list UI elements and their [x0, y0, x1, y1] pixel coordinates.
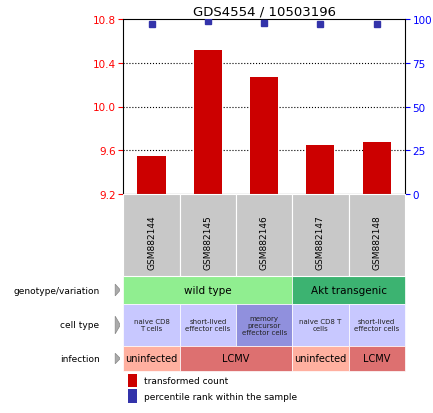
Text: short-lived
effector cells: short-lived effector cells: [354, 319, 399, 332]
Text: uninfected: uninfected: [126, 354, 178, 363]
Text: LCMV: LCMV: [222, 354, 250, 363]
Polygon shape: [115, 316, 120, 334]
Text: GSM882145: GSM882145: [204, 215, 212, 270]
Bar: [250, 78, 278, 195]
Bar: [307, 145, 334, 195]
Text: GSM882146: GSM882146: [260, 215, 268, 270]
Text: cell type: cell type: [61, 321, 100, 330]
Text: memory
precursor
effector cells: memory precursor effector cells: [242, 315, 287, 335]
Text: GSM882147: GSM882147: [316, 215, 325, 270]
Text: percentile rank within the sample: percentile rank within the sample: [144, 392, 297, 401]
Text: naive CD8
T cells: naive CD8 T cells: [134, 319, 169, 332]
Polygon shape: [115, 285, 120, 296]
Title: GDS4554 / 10503196: GDS4554 / 10503196: [193, 6, 336, 19]
Text: short-lived
effector cells: short-lived effector cells: [185, 319, 230, 332]
Text: naive CD8 T
cells: naive CD8 T cells: [299, 319, 342, 332]
Bar: [363, 142, 391, 195]
Text: wild type: wild type: [184, 285, 232, 295]
Polygon shape: [115, 354, 120, 364]
Text: infection: infection: [60, 354, 100, 363]
Text: GSM882144: GSM882144: [147, 215, 156, 270]
Text: GSM882148: GSM882148: [372, 215, 381, 270]
Text: transformed count: transformed count: [144, 376, 228, 385]
Bar: [137, 157, 165, 195]
Text: uninfected: uninfected: [294, 354, 346, 363]
Text: genotype/variation: genotype/variation: [13, 286, 100, 295]
Text: LCMV: LCMV: [363, 354, 391, 363]
Text: Akt transgenic: Akt transgenic: [310, 285, 387, 295]
Bar: [194, 50, 222, 195]
